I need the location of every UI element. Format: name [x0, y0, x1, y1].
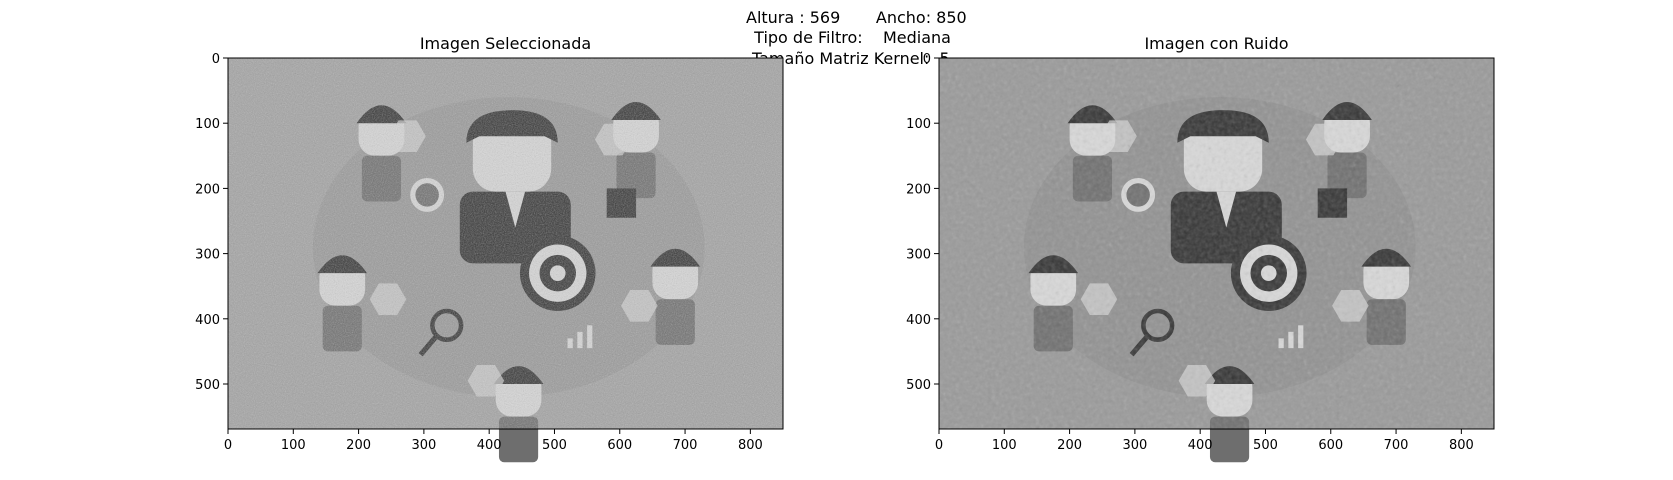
- y-tick-label: 400: [195, 313, 220, 328]
- noise-overlay: [228, 58, 783, 429]
- y-tick-label: 0: [923, 52, 931, 67]
- y-tick-label: 300: [906, 248, 931, 263]
- y-tick-label: 400: [906, 313, 931, 328]
- panel-title: Imagen con Ruido: [1144, 34, 1288, 53]
- x-tick-label: 800: [1449, 438, 1474, 453]
- noise-overlay: [939, 58, 1494, 429]
- x-tick-label: 400: [477, 438, 502, 453]
- x-tick-label: 100: [281, 438, 306, 453]
- x-tick-label: 100: [992, 438, 1017, 453]
- y-tick-label: 200: [195, 182, 220, 197]
- panel-image-1: [228, 58, 783, 463]
- y-tick-label: 500: [195, 378, 220, 393]
- axes-frame: [227, 57, 784, 430]
- panel-title: Imagen Seleccionada: [420, 34, 591, 53]
- y-tick-label: 100: [195, 117, 220, 132]
- x-tick-label: 500: [542, 438, 567, 453]
- x-tick-label: 400: [1188, 438, 1213, 453]
- x-tick-label: 800: [738, 438, 763, 453]
- panel-image-2: [939, 58, 1494, 463]
- x-tick-label: 700: [673, 438, 698, 453]
- x-tick-label: 600: [607, 438, 632, 453]
- panel-1: Imagen Seleccionada 0 100 200 300 400 500 600 70…: [195, 34, 784, 463]
- y-tick-label: 300: [195, 248, 220, 263]
- x-tick-label: 300: [411, 438, 436, 453]
- y-tick-label: 200: [906, 182, 931, 197]
- y-tick-label: 100: [906, 117, 931, 132]
- y-tick-label: 500: [906, 378, 931, 393]
- x-tick-label: 0: [935, 438, 943, 453]
- x-tick-label: 300: [1122, 438, 1147, 453]
- suptitle-line-dimensions: Altura : 569 Ancho: 850: [746, 8, 967, 27]
- x-tick-label: 0: [224, 438, 232, 453]
- x-tick-label: 700: [1384, 438, 1409, 453]
- x-tick-label: 600: [1318, 438, 1343, 453]
- axes-frame: [938, 57, 1495, 430]
- x-tick-label: 200: [346, 438, 371, 453]
- suptitle-line-filter-type: Tipo de Filtro: Mediana: [744, 28, 951, 47]
- y-tick-label: 0: [212, 52, 220, 67]
- panel-2: Imagen con Ruido 0 100 200 300 400 500 600 700 80…: [906, 34, 1495, 463]
- x-tick-label: 500: [1253, 438, 1278, 453]
- x-tick-label: 200: [1057, 438, 1082, 453]
